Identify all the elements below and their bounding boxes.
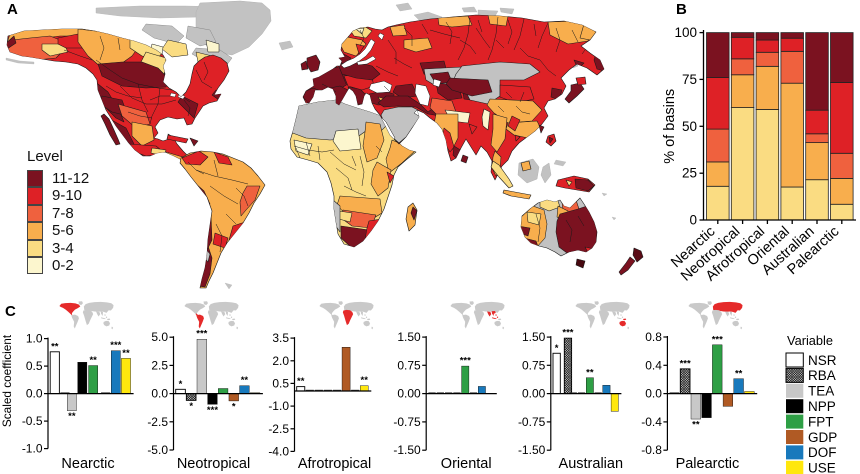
svg-text:***: *** <box>562 328 573 339</box>
svg-text:-1.50: -1.50 <box>393 443 421 457</box>
svg-text:Oriental: Oriental <box>441 456 492 472</box>
svg-text:0: 0 <box>689 213 697 228</box>
svg-text:B: B <box>676 1 687 18</box>
svg-text:NPP: NPP <box>808 399 836 414</box>
svg-text:-0.4: -0.4 <box>641 415 662 429</box>
svg-text:*: * <box>179 379 183 390</box>
svg-text:% of basins: % of basins <box>662 89 678 164</box>
svg-text:-2.5: -2.5 <box>147 415 168 429</box>
svg-text:-0.5: -0.5 <box>22 414 43 428</box>
svg-text:0.00: 0.00 <box>397 387 421 401</box>
svg-text:0.5: 0.5 <box>26 359 43 373</box>
svg-text:***: *** <box>196 329 207 340</box>
svg-text:1.50: 1.50 <box>522 330 546 344</box>
svg-text:0.00: 0.00 <box>522 387 546 401</box>
svg-text:0.5: 0.5 <box>272 376 289 390</box>
svg-text:**: ** <box>68 411 76 422</box>
svg-text:0.0: 0.0 <box>26 387 43 401</box>
svg-text:Scaled coefficient: Scaled coefficient <box>0 334 14 427</box>
svg-text:**: ** <box>297 376 305 387</box>
svg-text:2.5: 2.5 <box>151 358 168 372</box>
svg-text:-0.75: -0.75 <box>393 415 421 429</box>
svg-text:Variable: Variable <box>787 333 833 348</box>
svg-text:***: *** <box>460 356 471 367</box>
svg-text:Afrotropical: Afrotropical <box>298 456 371 472</box>
svg-text:-1.0: -1.0 <box>268 399 289 413</box>
svg-text:-2.5: -2.5 <box>268 422 289 436</box>
svg-text:**: ** <box>586 367 594 378</box>
svg-text:75: 75 <box>682 72 697 87</box>
svg-text:***: *** <box>110 340 121 351</box>
svg-text:*: * <box>555 343 559 354</box>
svg-text:**: ** <box>89 355 97 366</box>
svg-text:**: ** <box>735 368 743 379</box>
svg-text:0.0: 0.0 <box>645 387 662 401</box>
svg-text:*: * <box>189 401 193 412</box>
svg-text:50: 50 <box>682 119 697 134</box>
svg-text:*: * <box>232 401 236 412</box>
svg-text:5.0: 5.0 <box>151 330 168 344</box>
svg-text:-0.8: -0.8 <box>641 443 662 457</box>
svg-text:**: ** <box>361 375 369 386</box>
svg-text:RBA: RBA <box>808 368 836 383</box>
svg-text:1.50: 1.50 <box>397 330 421 344</box>
svg-text:GDP: GDP <box>808 430 837 445</box>
svg-text:-5.0: -5.0 <box>147 443 168 457</box>
svg-text:-0.75: -0.75 <box>518 415 546 429</box>
svg-text:Palearctic: Palearctic <box>676 456 740 472</box>
svg-text:-1.0: -1.0 <box>22 442 43 456</box>
svg-text:-1.50: -1.50 <box>518 443 546 457</box>
svg-text:0.8: 0.8 <box>645 330 662 344</box>
svg-text:TEA: TEA <box>808 384 834 399</box>
svg-text:100: 100 <box>674 25 697 40</box>
svg-text:USE: USE <box>808 461 836 474</box>
svg-text:**: ** <box>692 420 700 431</box>
svg-text:0.75: 0.75 <box>522 358 546 372</box>
svg-text:0.0: 0.0 <box>151 387 168 401</box>
svg-text:1.0: 1.0 <box>26 332 43 346</box>
svg-text:-4.0: -4.0 <box>268 444 289 458</box>
svg-text:C: C <box>5 303 16 320</box>
svg-text:***: *** <box>712 334 723 345</box>
svg-text:***: *** <box>207 405 218 416</box>
svg-text:DOF: DOF <box>808 445 837 460</box>
svg-text:NSR: NSR <box>808 353 837 368</box>
svg-text:25: 25 <box>682 166 697 181</box>
svg-text:3.5: 3.5 <box>272 331 289 345</box>
svg-text:0.75: 0.75 <box>397 358 421 372</box>
svg-text:**: ** <box>122 348 130 359</box>
svg-text:FPT: FPT <box>808 414 834 429</box>
svg-text:**: ** <box>51 341 59 352</box>
svg-text:Neotropical: Neotropical <box>177 456 250 472</box>
svg-text:***: *** <box>680 358 691 369</box>
svg-text:2.0: 2.0 <box>272 354 289 368</box>
svg-text:Nearctic: Nearctic <box>61 456 114 472</box>
svg-text:Australian: Australian <box>559 456 623 472</box>
svg-text:0.4: 0.4 <box>645 358 662 372</box>
svg-text:**: ** <box>241 375 249 386</box>
